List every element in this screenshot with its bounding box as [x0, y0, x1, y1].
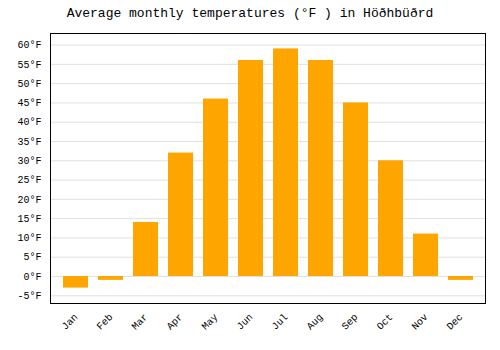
svg-text:0°F: 0°F: [23, 272, 41, 283]
svg-text:Jun: Jun: [235, 312, 256, 333]
svg-text:Oct: Oct: [375, 312, 396, 333]
svg-text:-5°F: -5°F: [17, 291, 41, 302]
svg-text:Apr: Apr: [165, 312, 186, 333]
svg-text:50°F: 50°F: [17, 79, 41, 90]
svg-text:55°F: 55°F: [17, 60, 41, 71]
svg-text:20°F: 20°F: [17, 195, 41, 206]
svg-text:Sep: Sep: [340, 312, 361, 333]
svg-text:Mar: Mar: [130, 312, 151, 333]
svg-text:Dec: Dec: [445, 312, 466, 333]
svg-text:Aug: Aug: [305, 312, 326, 333]
svg-text:15°F: 15°F: [17, 214, 41, 225]
svg-text:35°F: 35°F: [17, 137, 41, 148]
svg-text:May: May: [200, 312, 221, 333]
html-text:Average monthly temperatures (: Average monthly temperatures (°F ) in Hö…: [66, 6, 434, 21]
svg-text:5°F: 5°F: [23, 252, 41, 263]
svg-text:25°F: 25°F: [17, 175, 41, 186]
svg-text:Jan: Jan: [60, 312, 81, 333]
svg-text:30°F: 30°F: [17, 156, 41, 167]
svg-text:Nov: Nov: [410, 312, 431, 333]
svg-text:40°F: 40°F: [17, 117, 41, 128]
svg-text:45°F: 45°F: [17, 98, 41, 109]
svg-text:Feb: Feb: [95, 312, 116, 333]
svg-text:60°F: 60°F: [17, 40, 41, 51]
svg-text:10°F: 10°F: [17, 233, 41, 244]
svg-text:Jul: Jul: [270, 312, 291, 333]
